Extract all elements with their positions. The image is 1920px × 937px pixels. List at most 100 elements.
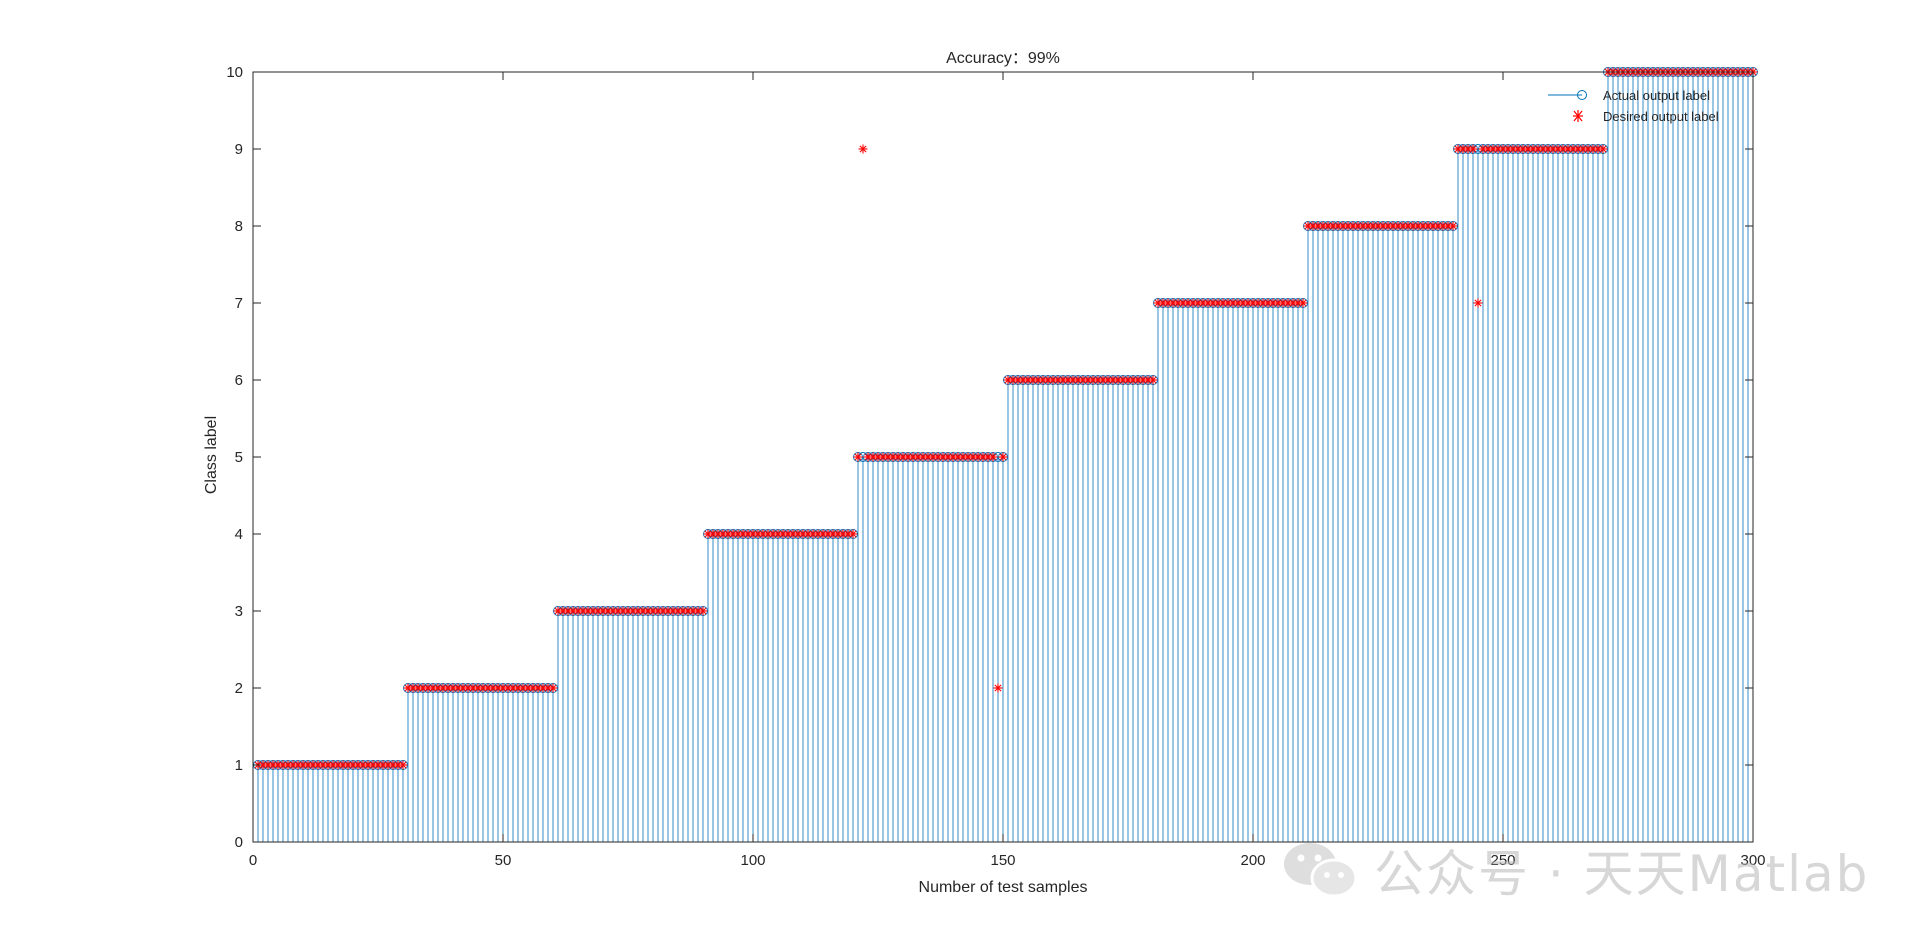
desired-point — [658, 606, 668, 616]
desired-point — [1473, 298, 1483, 308]
desired-point — [1543, 144, 1553, 154]
y-tick-label: 1 — [235, 757, 243, 774]
desired-point — [903, 452, 913, 462]
desired-point — [878, 452, 888, 462]
desired-point — [1073, 375, 1083, 385]
desired-point — [1518, 144, 1528, 154]
y-tick-label: 5 — [235, 449, 243, 466]
desired-point — [423, 683, 433, 693]
desired-point — [1343, 221, 1353, 231]
desired-point — [1023, 375, 1033, 385]
desired-point — [568, 606, 578, 616]
desired-point — [1598, 144, 1608, 154]
desired-point — [628, 606, 638, 616]
y-tick-label: 4 — [235, 526, 243, 543]
desired-point — [993, 683, 1003, 693]
desired-point — [1593, 144, 1603, 154]
y-tick-label: 10 — [226, 64, 243, 81]
desired-point — [848, 529, 858, 539]
desired-point — [1523, 144, 1533, 154]
y-tick-label: 7 — [235, 295, 243, 312]
desired-point — [1043, 375, 1053, 385]
desired-point — [858, 144, 868, 154]
desired-point — [1058, 375, 1068, 385]
desired-point — [998, 452, 1008, 462]
desired-point — [1558, 144, 1568, 154]
desired-point — [853, 452, 863, 462]
desired-point — [783, 529, 793, 539]
desired-point — [1113, 375, 1123, 385]
legend-desired: Desired output label — [1603, 109, 1719, 124]
x-tick-label: 200 — [1240, 852, 1265, 869]
desired-point — [1448, 221, 1458, 231]
desired-point — [698, 606, 708, 616]
desired-point — [683, 606, 693, 616]
chart-title: Accuracy：99% — [946, 50, 1060, 67]
desired-point — [1468, 144, 1478, 154]
desired-point — [933, 452, 943, 462]
watermark-text: 公众号 · 天天Matlab — [1374, 845, 1870, 903]
desired-point — [988, 452, 998, 462]
desired-point — [1553, 144, 1563, 154]
desired-point — [1533, 144, 1543, 154]
x-axis-label: Number of test samples — [919, 879, 1088, 896]
desired-point — [1158, 298, 1168, 308]
desired-point — [818, 529, 828, 539]
desired-point — [353, 760, 363, 770]
desired-point — [978, 452, 988, 462]
desired-point — [1003, 375, 1013, 385]
desired-point — [478, 683, 488, 693]
desired-point — [433, 683, 443, 693]
desired-point — [618, 606, 628, 616]
desired-point — [273, 760, 283, 770]
desired-point — [813, 529, 823, 539]
desired-point — [983, 452, 993, 462]
desired-point — [328, 760, 338, 770]
desired-point — [398, 760, 408, 770]
desired-point — [1423, 221, 1433, 231]
desired-point — [1138, 375, 1148, 385]
y-tick-label: 3 — [235, 603, 243, 620]
desired-point — [843, 529, 853, 539]
desired-point — [438, 683, 448, 693]
wechat-icon — [1284, 843, 1358, 898]
desired-point — [923, 452, 933, 462]
desired-point — [1123, 375, 1133, 385]
desired-point — [793, 529, 803, 539]
desired-point — [263, 760, 273, 770]
desired-point — [1393, 221, 1403, 231]
desired-point — [1008, 375, 1018, 385]
legend-asterisk-marker — [1573, 110, 1583, 122]
desired-point — [363, 760, 373, 770]
desired-point — [1458, 144, 1468, 154]
desired-point — [518, 683, 528, 693]
tick-labels: 0 50 100 150 200 250 300 0 1 2 3 4 5 6 7 8 9 10 — [226, 64, 1765, 869]
desired-point — [788, 529, 798, 539]
desired-point — [473, 683, 483, 693]
desired-point — [1303, 221, 1313, 231]
desired-point — [528, 683, 538, 693]
desired-point — [1298, 298, 1308, 308]
y-axis-label: Class label — [203, 416, 220, 494]
x-tick-label: 250 — [1490, 852, 1515, 869]
desired-point — [1063, 375, 1073, 385]
desired-point — [1348, 221, 1358, 231]
desired-markers — [253, 67, 1758, 770]
x-tick-label: 150 — [990, 852, 1015, 869]
x-tick-label: 300 — [1740, 852, 1765, 869]
axes — [252, 71, 1754, 843]
y-tick-label: 9 — [235, 141, 243, 158]
x-tick-label: 100 — [740, 852, 765, 869]
desired-point — [1148, 375, 1158, 385]
desired-point — [483, 683, 493, 693]
desired-point — [1068, 375, 1078, 385]
watermark: 公众号 · 天天Matlab — [1280, 830, 1869, 910]
desired-point — [393, 760, 403, 770]
y-tick-label: 6 — [235, 372, 243, 389]
desired-point — [963, 452, 973, 462]
desired-point — [1278, 298, 1288, 308]
desired-point — [1238, 298, 1248, 308]
desired-point — [548, 683, 558, 693]
desired-point — [1293, 298, 1303, 308]
